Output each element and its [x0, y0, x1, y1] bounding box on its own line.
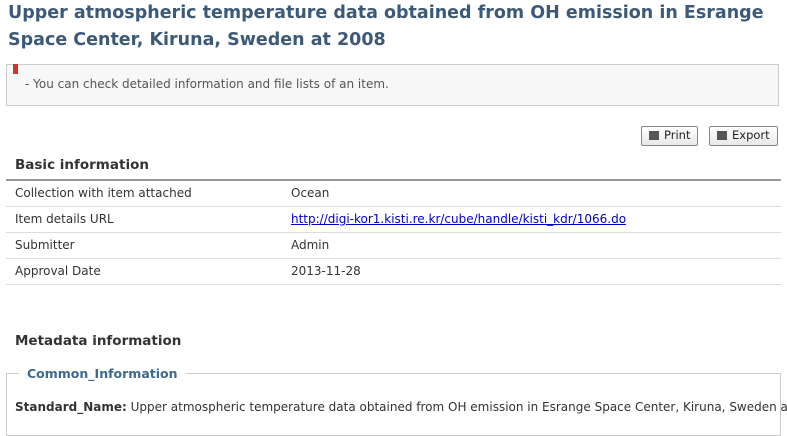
row-label: Approval Date [15, 264, 101, 278]
field-value: Upper atmospheric temperature data obtai… [130, 400, 787, 414]
print-button[interactable]: Print [641, 126, 699, 146]
notice-box: - You can check detailed information and… [6, 64, 779, 106]
row-value: Ocean [291, 186, 330, 200]
row-label: Submitter [15, 238, 75, 252]
info-row: Item details URL http://digi-kor1.kisti.r… [6, 207, 781, 233]
row-label: Collection with item attached [15, 186, 192, 200]
row-value: 2013-11-28 [291, 264, 361, 278]
field-name: Standard_Name: [15, 400, 127, 414]
info-row: Approval Date 2013-11-28 [6, 259, 781, 285]
notice-text: - You can check detailed information and… [25, 77, 389, 91]
export-button[interactable]: Export [709, 126, 778, 146]
url-link[interactable]: http://digi-kor1.kisti.re.kr/cube/handle… [291, 212, 627, 226]
info-row: Submitter Admin [6, 233, 781, 259]
info-table: Collection with item attached Ocean Item d… [6, 179, 781, 285]
page-title: Upper atmospheric temperature data obtai… [8, 3, 764, 50]
section-heading: Metadata information [15, 333, 182, 349]
row-label: Item details URL [15, 212, 114, 226]
row-value: Admin [291, 238, 330, 252]
group-title: Common_Information [27, 366, 178, 381]
page: Upper atmospheric temperature data obtai… [6, 3, 787, 436]
section-heading: Basic information [15, 157, 149, 173]
metadata-field: Standard_Name: Upper atmospheric tempera… [15, 400, 787, 414]
info-row: Collection with item attached Ocean [6, 181, 781, 207]
